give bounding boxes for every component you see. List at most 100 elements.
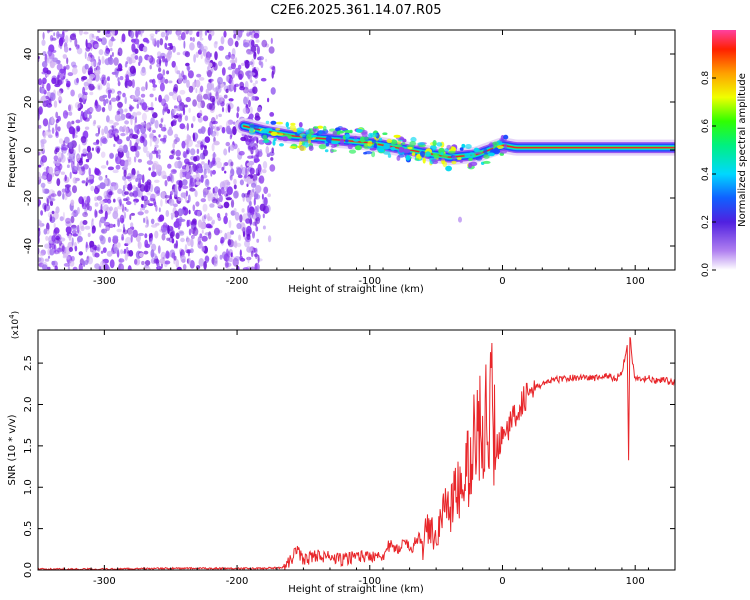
noise-blob	[54, 83, 61, 88]
noise-blob	[189, 187, 196, 192]
noise-blob	[189, 42, 195, 51]
noise-blob	[116, 138, 123, 145]
noise-blob	[160, 31, 166, 38]
noise-blob	[143, 199, 150, 205]
signal-blob	[378, 137, 383, 142]
noise-blob	[169, 154, 174, 160]
noise-blob	[269, 112, 275, 117]
noise-blob	[239, 30, 245, 33]
noise-blob	[241, 62, 245, 66]
noise-blob	[149, 64, 152, 70]
noise-blob	[223, 215, 228, 225]
noise-blob	[124, 184, 128, 188]
noise-blob	[47, 266, 51, 270]
signal-blob	[325, 142, 330, 147]
noise-blob	[132, 190, 139, 198]
noise-blob	[141, 102, 148, 111]
noise-blob	[49, 214, 53, 222]
noise-blob	[71, 226, 78, 231]
noise-blob	[48, 98, 52, 105]
noise-blob	[155, 150, 159, 159]
noise-blob	[250, 146, 254, 155]
noise-blob	[252, 214, 256, 220]
noise-blob	[252, 221, 257, 226]
noise-blob	[108, 102, 113, 112]
noise-blob	[161, 227, 169, 235]
noise-blob	[38, 106, 43, 115]
signal-blob	[248, 113, 254, 119]
noise-blob	[124, 96, 127, 105]
noise-blob	[87, 256, 93, 265]
noise-blob	[62, 192, 65, 200]
noise-blob	[215, 114, 218, 120]
noise-blob	[138, 55, 143, 64]
noise-blob	[171, 188, 175, 194]
noise-blob	[186, 122, 189, 131]
signal-blob	[441, 155, 448, 159]
noise-blob	[103, 216, 107, 221]
noise-blob	[211, 143, 215, 152]
noise-blob	[207, 62, 213, 68]
noise-blob	[197, 116, 203, 123]
noise-blob	[141, 30, 145, 34]
signal-blob	[387, 153, 392, 158]
noise-blob	[78, 263, 83, 270]
noise-blob	[182, 206, 186, 211]
noise-blob	[149, 33, 155, 38]
noise-blob	[173, 108, 180, 112]
noise-blob	[192, 235, 195, 240]
noise-blob	[86, 42, 93, 50]
noise-blob	[64, 174, 67, 182]
noise-blob	[38, 219, 41, 227]
noise-blob	[128, 250, 134, 257]
noise-blob	[252, 174, 258, 182]
noise-blob	[49, 35, 54, 42]
noise-blob	[137, 241, 142, 250]
noise-blob	[74, 102, 81, 109]
noise-blob	[100, 165, 107, 169]
noise-blob	[230, 59, 236, 64]
noise-blob	[186, 238, 192, 247]
noise-blob	[133, 38, 140, 45]
signal-blob	[398, 146, 404, 153]
signal-blob	[414, 158, 420, 161]
noise-blob	[186, 219, 190, 228]
noise-blob	[77, 235, 83, 243]
noise-blob	[224, 232, 228, 240]
noise-blob	[229, 135, 232, 140]
noise-blob	[179, 170, 183, 179]
noise-blob	[65, 64, 70, 70]
noise-blob	[233, 30, 236, 35]
noise-blob	[127, 228, 133, 236]
noise-blob	[53, 250, 60, 255]
noise-blob	[223, 30, 227, 38]
signal-blob	[405, 154, 411, 161]
signal-blob	[451, 160, 457, 165]
noise-blob	[71, 229, 77, 235]
noise-blob	[165, 35, 169, 41]
signal-blob	[305, 129, 310, 135]
noise-blob	[196, 73, 202, 78]
noise-blob	[54, 170, 60, 175]
signal-blob	[482, 160, 491, 164]
noise-blob	[100, 37, 107, 46]
noise-blob	[219, 254, 223, 260]
noise-blob	[135, 86, 140, 91]
noise-blob	[254, 252, 258, 259]
noise-blob	[99, 137, 103, 147]
noise-blob	[192, 37, 196, 42]
noise-blob	[117, 101, 123, 108]
noise-blob	[126, 246, 129, 251]
noise-blob	[81, 166, 85, 172]
noise-blob	[210, 117, 216, 125]
snr-y-label: SNR (10 * v/v)	[7, 414, 18, 485]
noise-blob	[233, 178, 237, 185]
noise-blob	[148, 233, 153, 238]
noise-blob	[180, 192, 186, 198]
noise-blob	[95, 104, 102, 112]
noise-blob	[120, 132, 126, 137]
spectrogram-x-ticks: -300 -200 -100 0 100	[37, 30, 676, 287]
noise-blob	[250, 39, 255, 47]
noise-blob	[242, 86, 249, 94]
